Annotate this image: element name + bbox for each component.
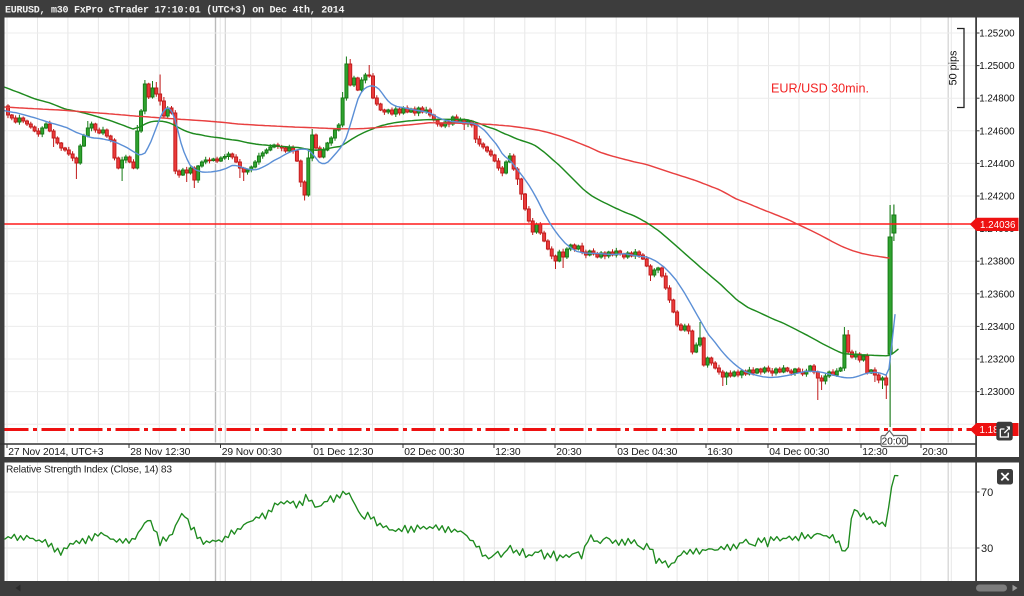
svg-text:04 Dec 00:30: 04 Dec 00:30 <box>769 447 829 458</box>
svg-text:1.23800: 1.23800 <box>979 257 1015 268</box>
svg-text:20:30: 20:30 <box>922 447 948 458</box>
svg-text:20:30: 20:30 <box>556 447 582 458</box>
svg-text:50 pips: 50 pips <box>948 50 960 85</box>
svg-text:1.23400: 1.23400 <box>979 322 1015 333</box>
svg-text:01 Dec 12:30: 01 Dec 12:30 <box>313 447 373 458</box>
svg-text:1.23600: 1.23600 <box>979 289 1015 300</box>
svg-text:EURUSD, m30 FxPro cTrader 17:1: EURUSD, m30 FxPro cTrader 17:10:01 (UTC+… <box>5 5 345 17</box>
svg-text:28 Nov 12:30: 28 Nov 12:30 <box>130 447 190 458</box>
svg-text:03 Dec 04:30: 03 Dec 04:30 <box>617 447 677 458</box>
svg-text:20:00: 20:00 <box>882 436 907 447</box>
svg-text:1.24036: 1.24036 <box>980 220 1016 231</box>
svg-text:12:30: 12:30 <box>862 447 888 458</box>
svg-text:1.24400: 1.24400 <box>979 159 1015 170</box>
svg-text:16:30: 16:30 <box>707 447 733 458</box>
svg-text:1.23200: 1.23200 <box>979 355 1015 366</box>
svg-text:1.25000: 1.25000 <box>979 61 1015 72</box>
svg-text:Relative Strength Index (Close: Relative Strength Index (Close, 14) 83 <box>6 465 172 476</box>
svg-text:29 Nov 00:30: 29 Nov 00:30 <box>222 447 282 458</box>
svg-text:30: 30 <box>981 543 993 555</box>
svg-text:70: 70 <box>981 487 993 499</box>
svg-text:1.24200: 1.24200 <box>979 192 1015 203</box>
svg-text:1.1860: 1.1860 <box>980 425 1011 436</box>
svg-text:1.23000: 1.23000 <box>979 387 1015 398</box>
svg-text:12:30: 12:30 <box>495 447 521 458</box>
svg-text:EUR/USD 30min.: EUR/USD 30min. <box>771 82 869 96</box>
svg-text:1.25200: 1.25200 <box>979 29 1015 40</box>
svg-text:1.24600: 1.24600 <box>979 126 1015 137</box>
svg-text:02 Dec 00:30: 02 Dec 00:30 <box>404 447 464 458</box>
svg-text:27 Nov 2014, UTC+3: 27 Nov 2014, UTC+3 <box>8 447 104 458</box>
svg-text:1.24800: 1.24800 <box>979 94 1015 105</box>
